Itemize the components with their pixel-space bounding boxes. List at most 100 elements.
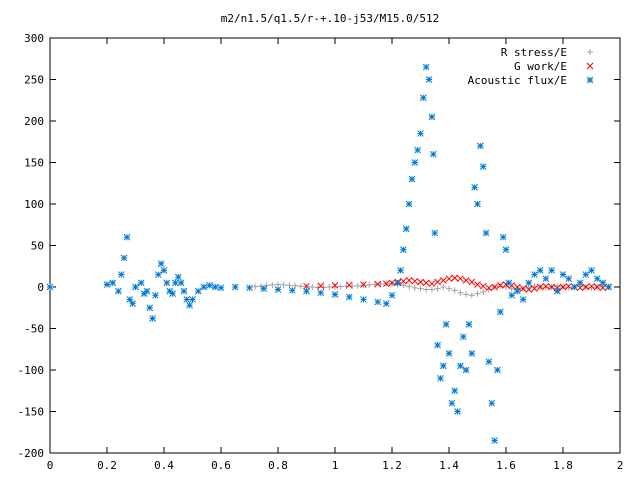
data-point xyxy=(494,366,501,374)
data-point xyxy=(548,267,555,274)
data-point xyxy=(454,408,461,415)
data-point xyxy=(152,291,159,299)
data-point xyxy=(474,290,481,297)
data-point xyxy=(499,233,507,241)
legend-marker xyxy=(586,76,594,84)
axis-ticks: 0 0.2 0.4 0.6 0.8 1 1.2 1.4 1.6 1.8 2 300 250 200 150 1… xyxy=(18,32,624,472)
data-point xyxy=(345,293,353,301)
data-point xyxy=(252,283,259,290)
data-point xyxy=(331,291,339,298)
data-point xyxy=(531,285,538,293)
legend-label: R stress/E xyxy=(501,46,567,59)
data-point xyxy=(154,271,162,278)
legend-label: Acoustic flux/E xyxy=(468,74,567,87)
data-point xyxy=(417,278,424,286)
data-point xyxy=(374,298,382,306)
data-point xyxy=(440,284,447,290)
data-point xyxy=(120,254,128,262)
data-point xyxy=(297,283,304,290)
data-point xyxy=(491,283,498,291)
data-point xyxy=(488,399,496,407)
y-tick-label: -100 xyxy=(18,364,45,377)
data-point xyxy=(519,296,527,303)
data-point xyxy=(474,200,481,208)
data-point xyxy=(117,271,125,278)
data-point xyxy=(46,283,54,291)
data-point xyxy=(559,271,567,278)
data-point xyxy=(422,279,430,287)
data-point xyxy=(360,282,367,289)
data-point xyxy=(559,283,567,291)
data-point xyxy=(183,296,191,303)
data-point xyxy=(314,284,321,291)
data-point xyxy=(317,282,325,290)
data-point xyxy=(542,282,550,290)
x-tick-label: 0 xyxy=(47,459,54,472)
data-point xyxy=(451,287,458,294)
data-point xyxy=(508,291,516,299)
data-point xyxy=(479,282,487,290)
data-point xyxy=(146,304,154,312)
data-point xyxy=(525,279,533,287)
data-point xyxy=(519,285,527,293)
y-tick-label: -150 xyxy=(18,406,45,419)
data-point xyxy=(400,277,407,285)
data-point xyxy=(439,277,447,284)
data-point xyxy=(414,146,422,154)
data-point xyxy=(434,285,441,292)
data-point xyxy=(457,362,464,370)
data-point xyxy=(485,284,493,292)
data-point xyxy=(468,292,475,299)
x-tick-label: 1.6 xyxy=(496,459,516,472)
data-point xyxy=(177,279,185,287)
data-point xyxy=(163,279,171,287)
data-point xyxy=(497,283,504,290)
y-tick-label: -200 xyxy=(18,447,45,460)
data-point xyxy=(502,246,510,254)
data-point xyxy=(417,285,424,292)
data-point xyxy=(326,284,333,290)
data-point xyxy=(468,278,476,286)
plot-frame xyxy=(49,37,621,454)
data-point xyxy=(174,273,182,281)
data-point xyxy=(132,283,139,291)
data-point xyxy=(442,320,450,328)
data-point xyxy=(388,279,396,287)
data-point xyxy=(109,279,117,287)
data-point xyxy=(446,285,452,292)
data-point xyxy=(468,350,476,357)
data-point xyxy=(394,279,402,287)
data-point xyxy=(476,142,484,150)
data-point xyxy=(505,279,513,287)
data-point xyxy=(309,284,316,290)
data-point xyxy=(382,300,390,307)
data-point xyxy=(149,315,156,322)
data-point xyxy=(172,279,179,287)
data-point xyxy=(465,320,473,328)
data-point xyxy=(406,283,413,290)
y-tick-label: 100 xyxy=(24,198,44,211)
data-point xyxy=(482,229,490,237)
data-point xyxy=(531,271,538,278)
data-point xyxy=(479,163,487,171)
data-point xyxy=(389,280,395,287)
data-point xyxy=(180,287,188,295)
data-point xyxy=(565,275,573,283)
data-point xyxy=(411,159,419,166)
data-point xyxy=(206,281,213,289)
data-point xyxy=(317,289,325,297)
data-point xyxy=(576,284,584,292)
data-point xyxy=(485,358,493,366)
data-point xyxy=(445,350,453,357)
x-tick-label: 0.8 xyxy=(268,459,288,472)
data-point xyxy=(400,282,407,289)
data-point xyxy=(599,279,607,287)
data-point xyxy=(189,296,196,303)
x-tick-label: 0.2 xyxy=(97,459,117,472)
data-point xyxy=(434,278,441,286)
data-point xyxy=(169,290,176,297)
data-point xyxy=(160,267,168,274)
data-point xyxy=(434,341,441,349)
